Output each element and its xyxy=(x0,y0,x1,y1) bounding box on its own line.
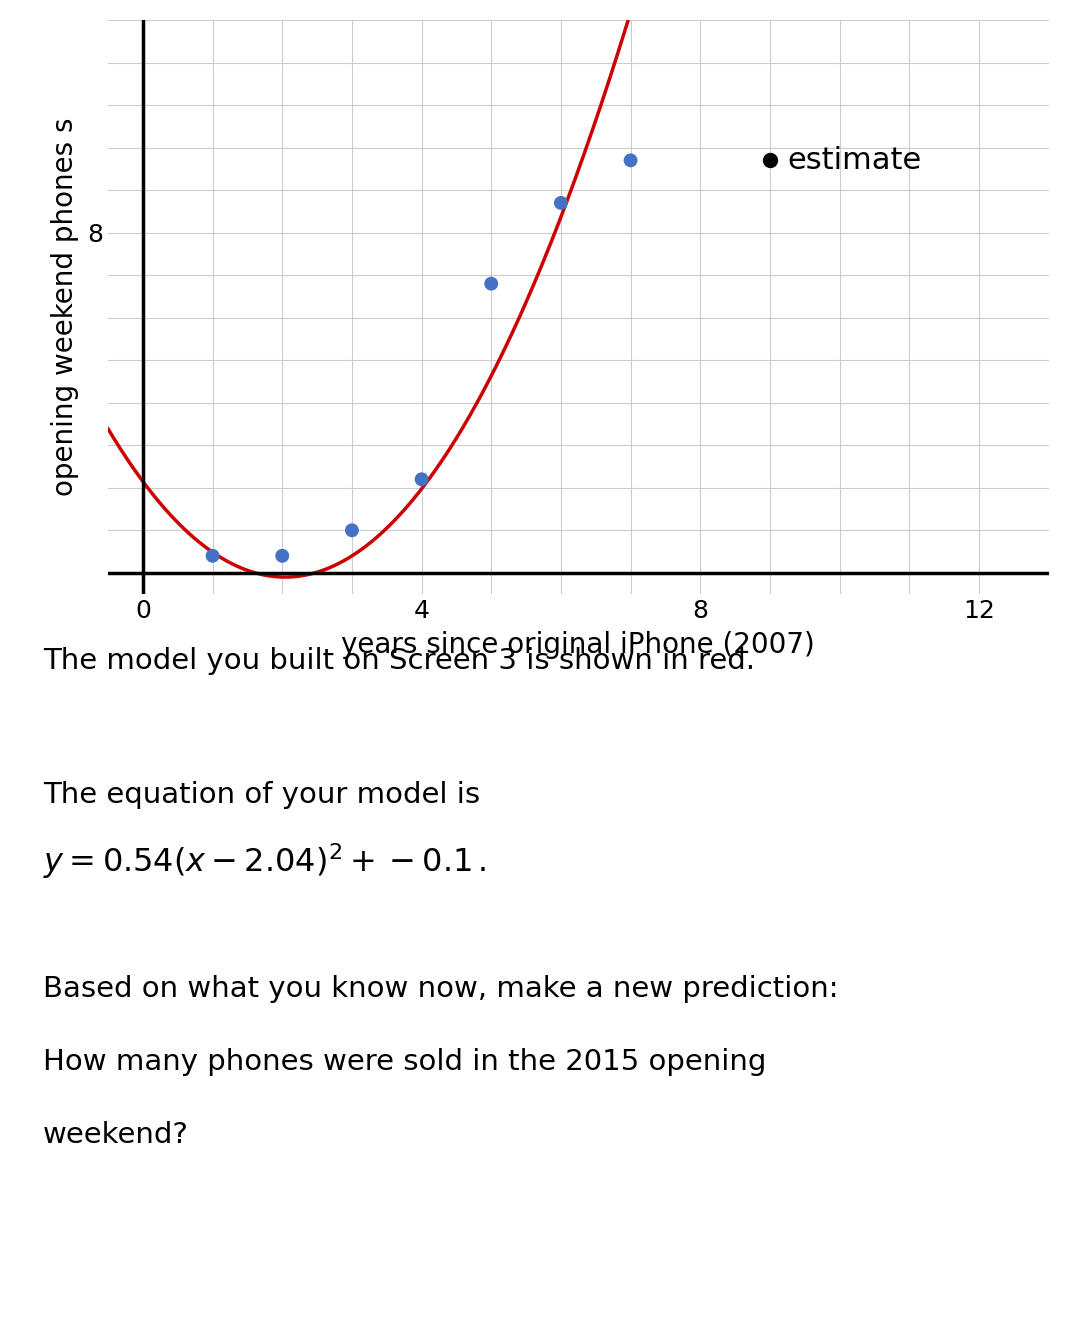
Point xyxy=(761,150,778,171)
Point xyxy=(204,545,222,566)
Point xyxy=(344,519,361,541)
Point xyxy=(552,192,570,214)
Point xyxy=(273,545,291,566)
Text: $y = 0.54(x - 2.04)^2 + -0.1\,.$: $y = 0.54(x - 2.04)^2 + -0.1\,.$ xyxy=(43,841,486,881)
Text: weekend?: weekend? xyxy=(43,1121,189,1149)
Text: The equation of your model is: The equation of your model is xyxy=(43,781,480,809)
Text: The model you built on Screen 3 is shown in red.: The model you built on Screen 3 is shown… xyxy=(43,647,756,676)
X-axis label: years since original iPhone (2007): years since original iPhone (2007) xyxy=(342,631,815,659)
Point xyxy=(413,469,430,490)
Y-axis label: opening weekend phones s: opening weekend phones s xyxy=(51,117,79,497)
Point xyxy=(482,272,499,294)
Text: estimate: estimate xyxy=(787,146,922,175)
Text: How many phones were sold in the 2015 opening: How many phones were sold in the 2015 op… xyxy=(43,1048,766,1076)
Text: Based on what you know now, make a new prediction:: Based on what you know now, make a new p… xyxy=(43,975,839,1003)
Point xyxy=(622,150,639,171)
